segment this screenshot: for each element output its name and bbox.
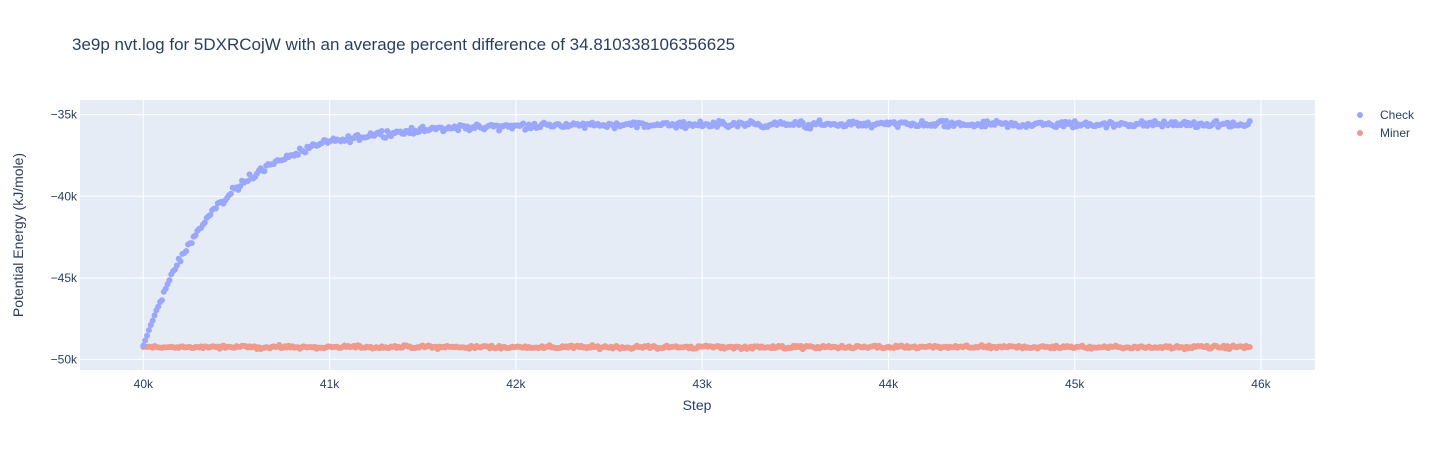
gridlines [80, 100, 1315, 370]
legend-marker-check [1357, 112, 1363, 118]
legend[interactable]: Check Miner [1357, 108, 1415, 140]
legend-item-miner[interactable]: Miner [1357, 126, 1410, 140]
legend-label-miner: Miner [1380, 126, 1410, 140]
data-point-check [155, 303, 162, 310]
data-point-check [140, 342, 147, 349]
y-tick-label: −40k [51, 189, 78, 203]
x-tick-label: 45k [1065, 377, 1085, 391]
series-miner [140, 341, 1253, 353]
data-point-check [378, 127, 385, 134]
data-point-check [144, 332, 151, 339]
x-tick-label: 41k [320, 377, 340, 391]
y-tick-label: −45k [51, 271, 78, 285]
data-point-check [294, 151, 301, 158]
tick-labels: 40k 41k 42k 43k 44k 45k 46k −35k −40k −45k −50k [51, 108, 1272, 391]
y-tick-label: −50k [51, 352, 78, 366]
data-point-check [149, 317, 156, 324]
legend-label-check: Check [1380, 108, 1415, 122]
data-point-check [302, 149, 309, 156]
data-point-check [261, 168, 268, 175]
chart-title: 3e9p nvt.log for 5DXRCojW with an averag… [72, 35, 735, 54]
data-point-check [145, 327, 152, 334]
data-point-check [142, 337, 149, 344]
data-point-check [680, 118, 687, 125]
data-points [140, 117, 1253, 353]
data-point-check [212, 205, 219, 212]
plot-area [80, 100, 1315, 370]
data-point-check [183, 248, 190, 255]
x-tick-label: 46k [1251, 377, 1271, 391]
data-point-check [166, 277, 173, 284]
y-tick-label: −35k [51, 108, 78, 122]
data-point-check [943, 117, 950, 124]
data-point-check [207, 211, 214, 218]
x-axis-title: Step [683, 397, 712, 413]
x-tick-label: 43k [692, 377, 712, 391]
data-point-check [455, 127, 462, 134]
data-point-check [520, 120, 527, 127]
data-point-check [237, 183, 244, 190]
x-tick-label: 44k [879, 377, 899, 391]
data-point-check [1246, 118, 1253, 125]
data-point-check [151, 312, 158, 319]
data-point-check [188, 240, 195, 247]
y-axis-title: Potential Energy (kJ/mole) [10, 153, 26, 317]
data-point-check [382, 134, 389, 141]
x-tick-label: 40k [134, 377, 154, 391]
data-point-check [227, 190, 234, 197]
x-tick-label: 42k [506, 377, 526, 391]
legend-marker-miner [1357, 130, 1363, 136]
data-point-check [173, 262, 180, 269]
data-point-check [1190, 119, 1197, 126]
data-point-check [633, 124, 640, 131]
data-point-check [158, 297, 165, 304]
data-point-check [201, 219, 208, 226]
data-point-miner [1246, 344, 1253, 351]
legend-item-check[interactable]: Check [1357, 108, 1415, 122]
data-point-check [697, 118, 704, 125]
data-point-check [162, 285, 169, 292]
data-point-check [1213, 117, 1220, 124]
series-check [140, 117, 1253, 349]
data-point-check [177, 258, 184, 265]
